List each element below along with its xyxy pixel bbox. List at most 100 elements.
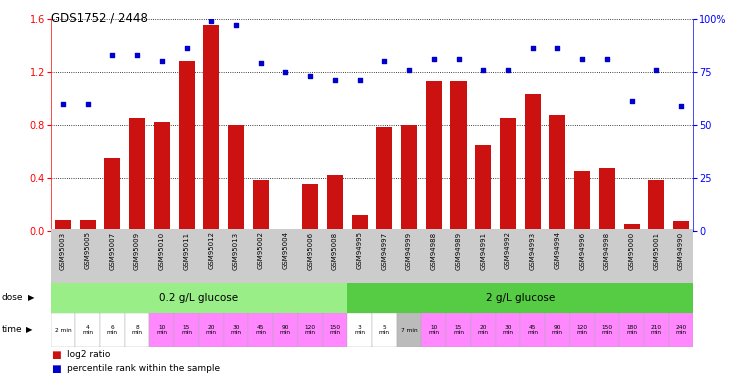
Point [181,45,193,51]
Point [478,67,490,73]
Point [57,100,69,106]
Text: 45
min: 45 min [527,325,538,335]
Bar [570,313,594,347]
Text: 45
min: 45 min [255,325,266,335]
Text: 10
min: 10 min [156,325,167,335]
Point [82,100,94,106]
Bar [594,313,619,347]
Text: 5
min: 5 min [379,325,390,335]
Text: GSM94988: GSM94988 [431,231,437,270]
Bar [401,124,417,231]
Text: percentile rank within the sample: percentile rank within the sample [67,364,220,374]
Point [254,60,266,66]
Bar [451,81,466,231]
Bar [224,313,248,347]
Bar [471,313,496,347]
Point [403,67,415,73]
Text: dose: dose [1,293,23,302]
Text: 240
min: 240 min [676,325,687,335]
Text: 20
min: 20 min [206,325,217,335]
Bar [248,313,273,347]
Text: GSM94989: GSM94989 [455,231,461,270]
Point [626,98,638,104]
Text: 15
min: 15 min [453,325,464,335]
Bar [475,144,491,231]
Text: GDS1752 / 2448: GDS1752 / 2448 [51,11,147,24]
Text: 150
min: 150 min [330,325,341,335]
Bar [199,313,224,347]
Bar [100,313,125,347]
Text: 2 g/L glucose: 2 g/L glucose [486,293,555,303]
Bar [520,313,545,347]
Bar [75,313,100,347]
Bar [125,313,150,347]
Text: 180
min: 180 min [626,325,637,335]
Text: time: time [1,326,22,334]
Text: GSM94992: GSM94992 [505,231,511,270]
Text: GSM94995: GSM94995 [356,231,362,270]
Text: log2 ratio: log2 ratio [67,350,110,359]
Text: GSM94997: GSM94997 [382,231,388,270]
Point [205,18,217,24]
Text: 120
min: 120 min [304,325,315,335]
Point [576,56,588,62]
Text: GSM95011: GSM95011 [184,231,190,270]
Text: 8
min: 8 min [132,325,143,335]
Text: GSM95012: GSM95012 [208,231,214,270]
Point [230,22,242,28]
Point [527,45,539,51]
Point [650,67,662,73]
Bar [51,283,347,313]
Text: GSM94990: GSM94990 [678,231,684,270]
Text: GSM94996: GSM94996 [579,231,585,270]
Text: GSM95003: GSM95003 [60,231,66,270]
Text: GSM94994: GSM94994 [554,231,560,270]
Text: 150
min: 150 min [601,325,612,335]
Bar [599,168,615,231]
Bar [623,224,640,231]
Text: 30
min: 30 min [231,325,242,335]
Bar [619,313,644,347]
Point [329,77,341,83]
Bar [352,215,368,231]
Text: GSM95007: GSM95007 [109,231,115,270]
Text: ▶: ▶ [28,293,35,302]
Bar [302,184,318,231]
Text: GSM94991: GSM94991 [481,231,487,270]
Text: 0.2 g/L glucose: 0.2 g/L glucose [159,293,239,303]
Point [280,69,292,75]
Text: GSM95009: GSM95009 [134,231,140,270]
Text: GSM95001: GSM95001 [653,231,659,270]
Bar [104,158,121,231]
Text: GSM94999: GSM94999 [406,231,412,270]
Text: GSM95004: GSM95004 [283,231,289,270]
Bar [129,118,145,231]
Text: ▶: ▶ [26,326,33,334]
Text: GSM95002: GSM95002 [257,231,263,270]
Bar [549,116,565,231]
Bar [500,118,516,231]
Text: GSM95010: GSM95010 [159,231,165,270]
Text: 30
min: 30 min [502,325,513,335]
Text: 90
min: 90 min [552,325,563,335]
Point [131,52,143,58]
Point [304,73,316,79]
Bar [80,220,96,231]
Text: 7 min: 7 min [401,327,417,333]
Text: ■: ■ [51,350,60,360]
Point [353,77,365,83]
Bar [203,26,219,231]
Point [106,52,118,58]
Bar [426,81,442,231]
Text: 4
min: 4 min [82,325,93,335]
Bar [446,313,471,347]
Text: GSM95005: GSM95005 [85,231,91,270]
Point [428,56,440,62]
Text: 15
min: 15 min [181,325,192,335]
Bar [347,283,693,313]
Bar [273,313,298,347]
Bar [545,313,570,347]
Text: 2 min: 2 min [54,327,71,333]
Bar [327,175,343,231]
Text: GSM95006: GSM95006 [307,231,313,270]
